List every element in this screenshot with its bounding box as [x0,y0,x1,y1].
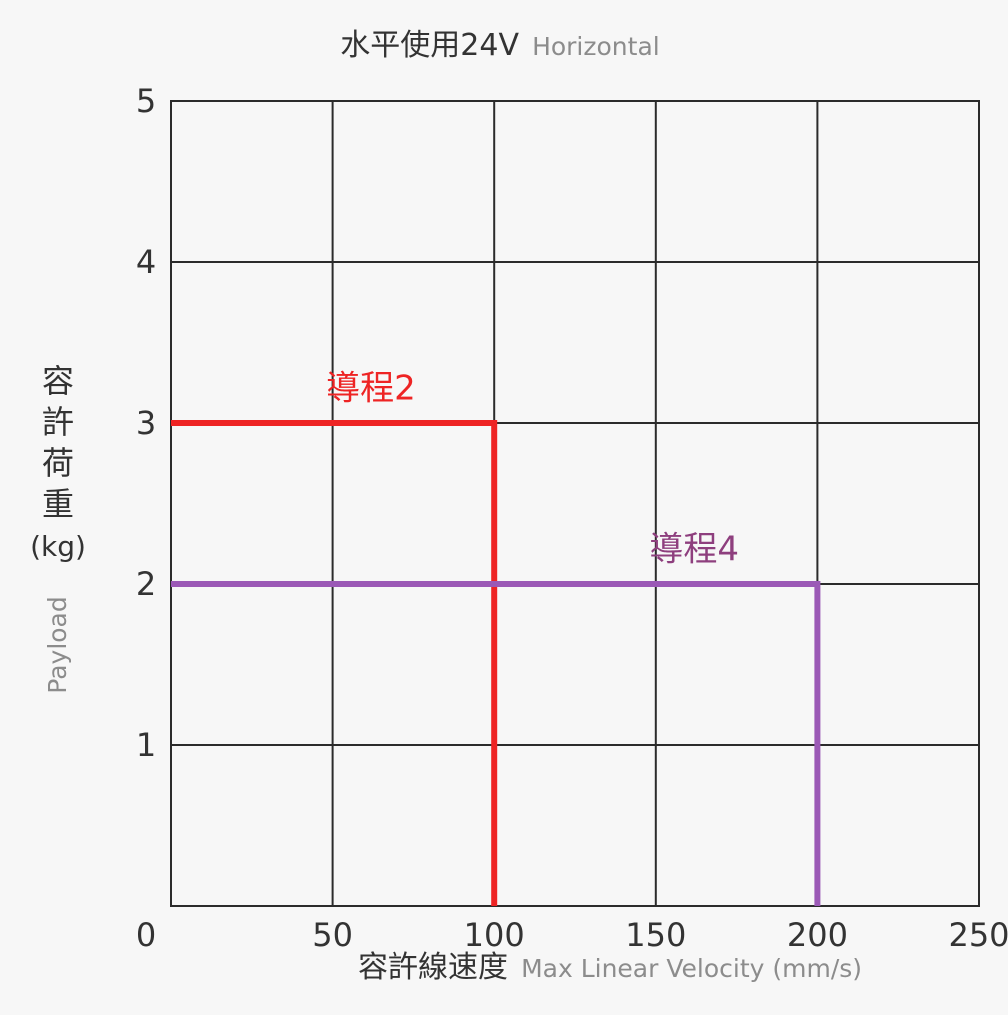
y-axis-label-en: Payload [43,596,72,694]
series-label: 導程2 [326,369,416,409]
series-line [171,581,821,906]
tick-labels: 0 50 100 150 200 250 1 2 3 4 5 [136,82,1008,954]
y-axis-label-char: 荷 [42,444,74,482]
x-tick-label: 100 [464,916,525,954]
y-tick-label: 3 [136,404,156,442]
y-tick-label: 2 [136,565,156,603]
series-label: 導程4 [649,530,739,570]
y-tick-label: 1 [136,726,156,764]
x-tick-label: 250 [948,916,1008,954]
y-axis-label-char: 許 [42,403,74,441]
y-axis-label-char: 容 [42,362,74,400]
chart-title: 水平使用24V Horizontal [340,28,659,63]
series-labels: 導程2 導程4 [326,369,739,570]
x-axis-label-en: Max Linear Velocity (mm/s) [521,954,862,983]
x-tick-label: 150 [625,916,686,954]
y-axis-label-char: (kg) [30,530,86,563]
chart-title-en: Horizontal [532,32,660,61]
x-tick-label: 200 [787,916,848,954]
series-lines [171,420,821,906]
y-axis-label-char: 重 [42,485,74,523]
chart-title-main: 水平使用24V [340,28,519,63]
x-axis-label: 容許線速度 Max Linear Velocity (mm/s) [358,950,862,985]
plot-frame [170,100,980,907]
x-axis-label-main: 容許線速度 [358,950,508,985]
series-line [171,420,498,906]
grid-lines [170,100,980,907]
x-tick-label: 50 [312,916,353,954]
y-tick-label: 4 [136,243,156,281]
y-tick-label: 5 [136,82,156,120]
x-tick-label: 0 [136,916,156,954]
